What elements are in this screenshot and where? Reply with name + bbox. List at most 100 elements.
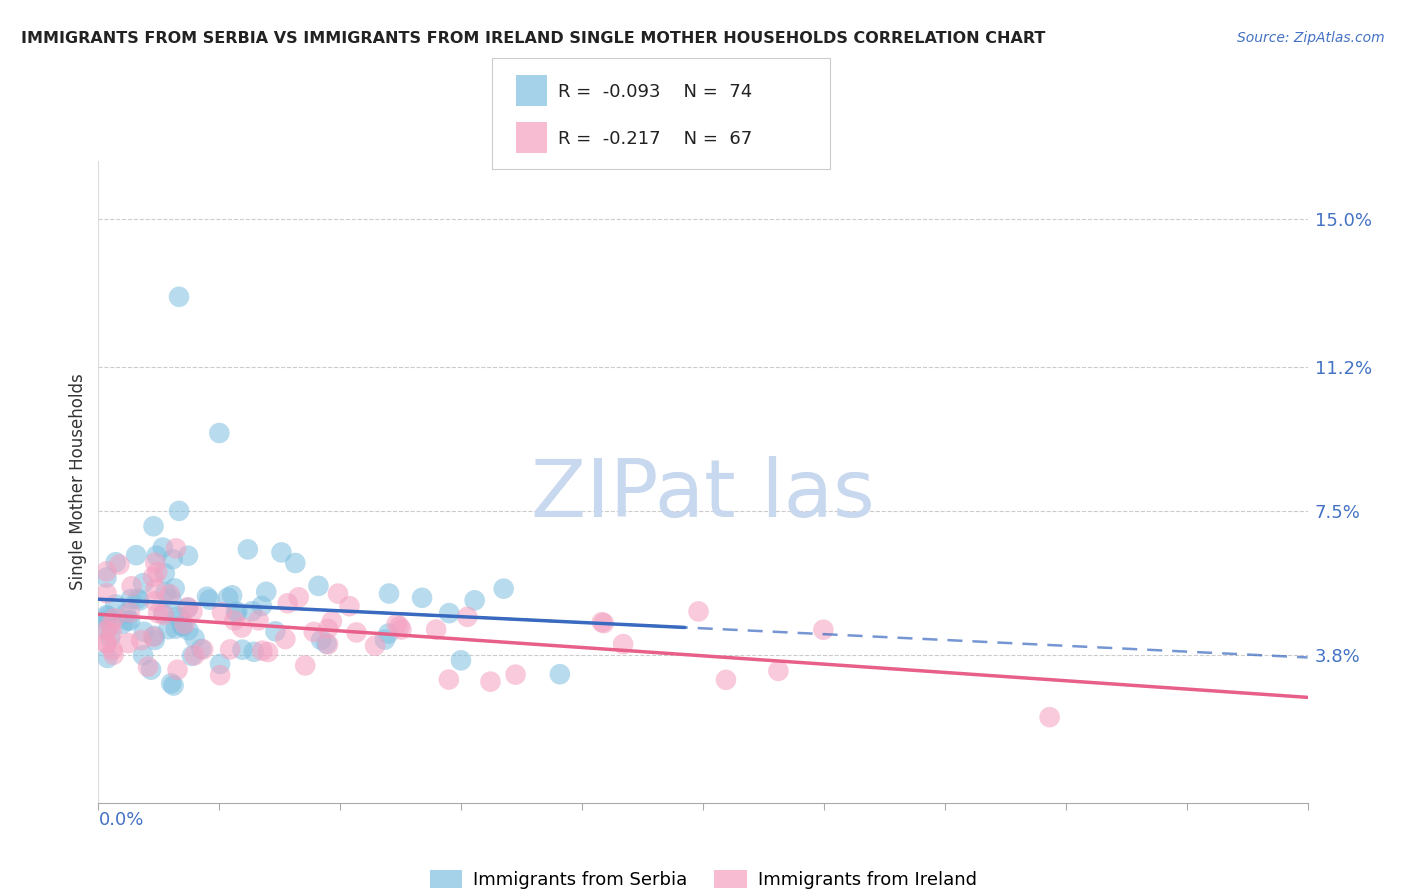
- Point: [166, 663, 188, 677]
- Point: [211, 605, 233, 619]
- Point: [425, 623, 447, 637]
- Point: [132, 576, 155, 591]
- Point: [177, 601, 200, 615]
- Point: [591, 615, 613, 630]
- Point: [181, 648, 204, 663]
- Point: [145, 549, 167, 563]
- Point: [364, 639, 387, 653]
- Point: [129, 633, 152, 648]
- Point: [316, 637, 339, 651]
- Point: [492, 582, 515, 596]
- Point: [132, 648, 155, 663]
- Point: [103, 611, 125, 625]
- Point: [143, 629, 166, 643]
- Point: [388, 619, 411, 633]
- Point: [108, 558, 131, 572]
- Text: ZIPat las: ZIPat las: [531, 456, 875, 533]
- Point: [120, 592, 142, 607]
- Point: [287, 591, 309, 605]
- Point: [100, 618, 122, 632]
- Point: [173, 617, 195, 632]
- Point: [374, 632, 396, 647]
- Point: [143, 632, 166, 647]
- Point: [439, 606, 461, 620]
- Point: [226, 605, 249, 619]
- Point: [172, 619, 194, 633]
- Point: [456, 610, 478, 624]
- Point: [450, 653, 472, 667]
- Point: [548, 667, 571, 681]
- Point: [247, 613, 270, 627]
- Point: [96, 565, 118, 579]
- Point: [464, 593, 486, 607]
- Point: [163, 582, 186, 596]
- Point: [326, 587, 349, 601]
- Point: [121, 579, 143, 593]
- Point: [96, 622, 118, 636]
- Point: [104, 555, 127, 569]
- Point: [243, 645, 266, 659]
- Legend: Immigrants from Serbia, Immigrants from Ireland: Immigrants from Serbia, Immigrants from …: [422, 863, 984, 892]
- Point: [225, 606, 247, 620]
- Y-axis label: Single Mother Households: Single Mother Households: [69, 374, 87, 590]
- Point: [385, 617, 408, 632]
- Point: [143, 594, 166, 608]
- Point: [165, 541, 187, 556]
- Point: [104, 598, 127, 612]
- Point: [177, 600, 200, 615]
- Point: [254, 584, 277, 599]
- Point: [344, 625, 367, 640]
- Point: [165, 622, 187, 636]
- Point: [167, 504, 190, 518]
- Point: [103, 648, 125, 662]
- Point: [479, 674, 502, 689]
- Point: [101, 625, 124, 640]
- Point: [117, 614, 139, 628]
- Point: [191, 642, 214, 657]
- Point: [169, 610, 191, 624]
- Point: [96, 570, 118, 584]
- Point: [274, 632, 297, 646]
- Point: [160, 676, 183, 690]
- Point: [172, 619, 194, 633]
- Point: [96, 651, 118, 665]
- Point: [270, 545, 292, 559]
- Point: [209, 668, 232, 682]
- Point: [152, 541, 174, 555]
- Point: [264, 624, 287, 639]
- Point: [98, 631, 121, 645]
- Point: [177, 623, 200, 637]
- Point: [155, 585, 177, 599]
- Point: [125, 548, 148, 562]
- Text: R =  -0.093    N =  74: R = -0.093 N = 74: [558, 83, 752, 101]
- Point: [377, 626, 399, 640]
- Point: [231, 620, 253, 634]
- Point: [167, 290, 190, 304]
- Point: [146, 607, 169, 621]
- Point: [117, 636, 139, 650]
- Point: [231, 642, 253, 657]
- Point: [127, 591, 149, 606]
- Point: [183, 631, 205, 645]
- Point: [190, 642, 212, 657]
- Point: [143, 556, 166, 570]
- Point: [411, 591, 433, 605]
- Point: [437, 673, 460, 687]
- Point: [391, 623, 413, 637]
- Point: [145, 582, 167, 596]
- Point: [157, 622, 180, 636]
- Point: [302, 624, 325, 639]
- Point: [152, 607, 174, 621]
- Point: [768, 664, 790, 678]
- Point: [96, 608, 118, 623]
- Point: [321, 614, 343, 628]
- Point: [152, 607, 174, 622]
- Point: [181, 605, 204, 619]
- Point: [96, 624, 118, 638]
- Point: [120, 614, 142, 628]
- Point: [162, 679, 184, 693]
- Point: [1039, 710, 1062, 724]
- Point: [177, 549, 200, 563]
- Point: [142, 630, 165, 644]
- Point: [224, 614, 246, 628]
